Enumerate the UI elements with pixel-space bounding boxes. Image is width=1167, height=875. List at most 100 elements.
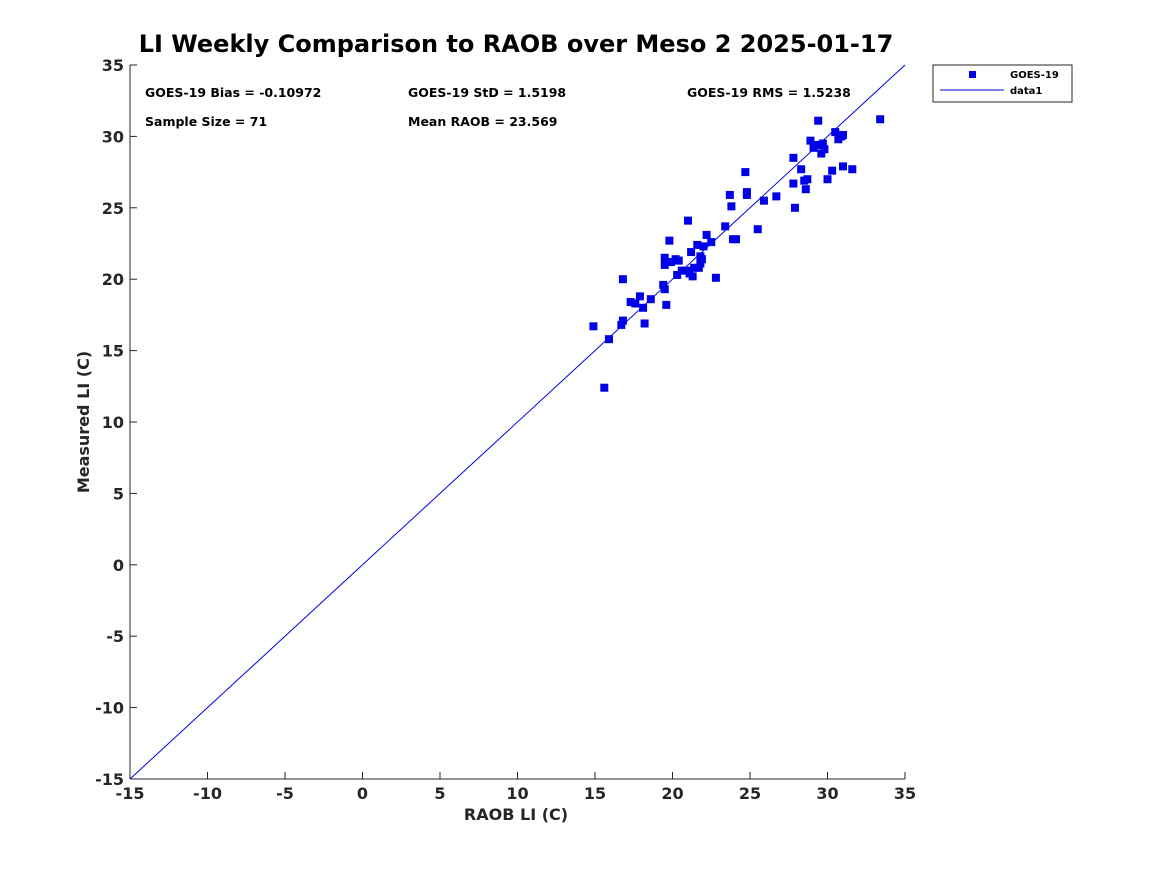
x-tick-label: -10 bbox=[193, 784, 222, 803]
x-tick-label: 0 bbox=[357, 784, 368, 803]
mean-raob-annotation: Mean RAOB = 23.569 bbox=[408, 114, 557, 129]
data-point bbox=[809, 143, 818, 152]
data-point bbox=[696, 259, 705, 268]
x-tick-label: 15 bbox=[584, 784, 606, 803]
x-axis-label: RAOB LI (C) bbox=[464, 805, 568, 824]
data-point bbox=[617, 320, 626, 329]
data-point bbox=[600, 383, 609, 392]
data-point bbox=[646, 295, 655, 304]
x-tick-label: 10 bbox=[506, 784, 528, 803]
data-point bbox=[639, 303, 648, 312]
data-point bbox=[662, 300, 671, 309]
legend-box bbox=[932, 64, 1073, 103]
data-point bbox=[626, 298, 635, 307]
data-point bbox=[725, 190, 734, 199]
data-point bbox=[814, 116, 823, 125]
data-point bbox=[814, 140, 823, 149]
x-tick-label: 35 bbox=[894, 784, 916, 803]
legend-label-data1: data1 bbox=[1010, 86, 1042, 97]
data-point bbox=[817, 149, 826, 158]
data-point bbox=[589, 322, 598, 331]
x-axis-ticks: -15 -10 -5 0 5 10 15 20 25 30 35 bbox=[116, 772, 916, 803]
y-axis-label: Measured LI (C) bbox=[74, 351, 93, 493]
legend-label-goes19: GOES-19 bbox=[1010, 70, 1059, 81]
data-point bbox=[828, 166, 837, 175]
data-point bbox=[789, 179, 798, 188]
data-point bbox=[702, 230, 711, 239]
data-point bbox=[707, 238, 716, 247]
data-point bbox=[839, 162, 847, 171]
data-point bbox=[711, 273, 720, 282]
data-point bbox=[618, 316, 627, 325]
data-point bbox=[690, 263, 699, 272]
y-tick-label: -10 bbox=[95, 699, 124, 718]
data-point bbox=[876, 115, 885, 124]
data-point bbox=[727, 202, 736, 211]
data-point bbox=[660, 260, 669, 269]
data-point bbox=[806, 136, 815, 145]
data-point bbox=[820, 145, 829, 154]
y-tick-label: 0 bbox=[113, 556, 124, 575]
data-point bbox=[688, 272, 697, 281]
y-tick-label: 25 bbox=[102, 199, 124, 218]
data-point bbox=[694, 263, 703, 272]
data-point bbox=[631, 299, 640, 308]
y-tick-label: 20 bbox=[102, 270, 124, 289]
bias-annotation: GOES-19 Bias = -0.10972 bbox=[145, 85, 321, 100]
reference-line-data1 bbox=[129, 64, 906, 780]
data-point bbox=[660, 285, 669, 294]
y-tick-label: -5 bbox=[106, 627, 124, 646]
x-tick-label: -5 bbox=[276, 784, 294, 803]
data-point bbox=[759, 196, 768, 205]
data-point bbox=[772, 192, 781, 201]
data-point bbox=[839, 130, 847, 139]
chart-title: LI Weekly Comparison to RAOB over Meso 2… bbox=[139, 30, 894, 58]
legend: GOES-19 data1 bbox=[932, 64, 1073, 103]
sample-size-annotation: Sample Size = 71 bbox=[145, 114, 267, 129]
plot-area: -15 -10 -5 0 5 10 15 20 25 30 35 -15 -10 -5 0 5 10 15 20 2… bbox=[95, 56, 916, 803]
data-point bbox=[790, 203, 799, 212]
data-point bbox=[797, 165, 806, 174]
data-point bbox=[789, 153, 798, 162]
data-point bbox=[659, 280, 668, 289]
data-point bbox=[721, 222, 730, 231]
y-tick-label: 5 bbox=[113, 484, 124, 503]
y-tick-label: 10 bbox=[102, 413, 124, 432]
data-point bbox=[673, 270, 682, 279]
data-point bbox=[741, 168, 750, 177]
data-point bbox=[801, 185, 810, 194]
data-point bbox=[753, 225, 762, 234]
x-tick-label: -15 bbox=[116, 784, 145, 803]
data-point bbox=[687, 248, 696, 257]
data-point bbox=[699, 242, 708, 251]
data-point bbox=[604, 335, 613, 344]
data-point bbox=[618, 275, 627, 284]
y-tick-label: 30 bbox=[102, 127, 124, 146]
scatter-points bbox=[589, 115, 885, 392]
data-point bbox=[693, 240, 702, 249]
y-tick-label: -15 bbox=[95, 770, 124, 789]
data-point bbox=[640, 319, 649, 328]
data-point bbox=[848, 165, 857, 174]
data-point bbox=[684, 216, 692, 225]
data-point bbox=[831, 128, 840, 137]
y-tick-label: 35 bbox=[102, 56, 124, 75]
legend-marker-goes19 bbox=[969, 71, 976, 78]
std-annotation: GOES-19 StD = 1.5198 bbox=[408, 85, 566, 100]
data-point bbox=[732, 235, 741, 244]
x-tick-label: 20 bbox=[661, 784, 683, 803]
y-tick-label: 15 bbox=[102, 342, 124, 361]
data-point bbox=[742, 190, 751, 199]
reference-line-group bbox=[129, 64, 906, 780]
x-tick-label: 25 bbox=[739, 784, 761, 803]
data-point bbox=[674, 256, 683, 265]
data-point bbox=[803, 175, 812, 184]
data-point bbox=[660, 253, 669, 262]
x-tick-label: 30 bbox=[816, 784, 838, 803]
data-point bbox=[635, 292, 644, 301]
data-point bbox=[697, 255, 706, 264]
data-point bbox=[677, 266, 686, 275]
data-point bbox=[665, 236, 674, 245]
stats-annotations: GOES-19 Bias = -0.10972 GOES-19 StD = 1.… bbox=[145, 85, 851, 129]
